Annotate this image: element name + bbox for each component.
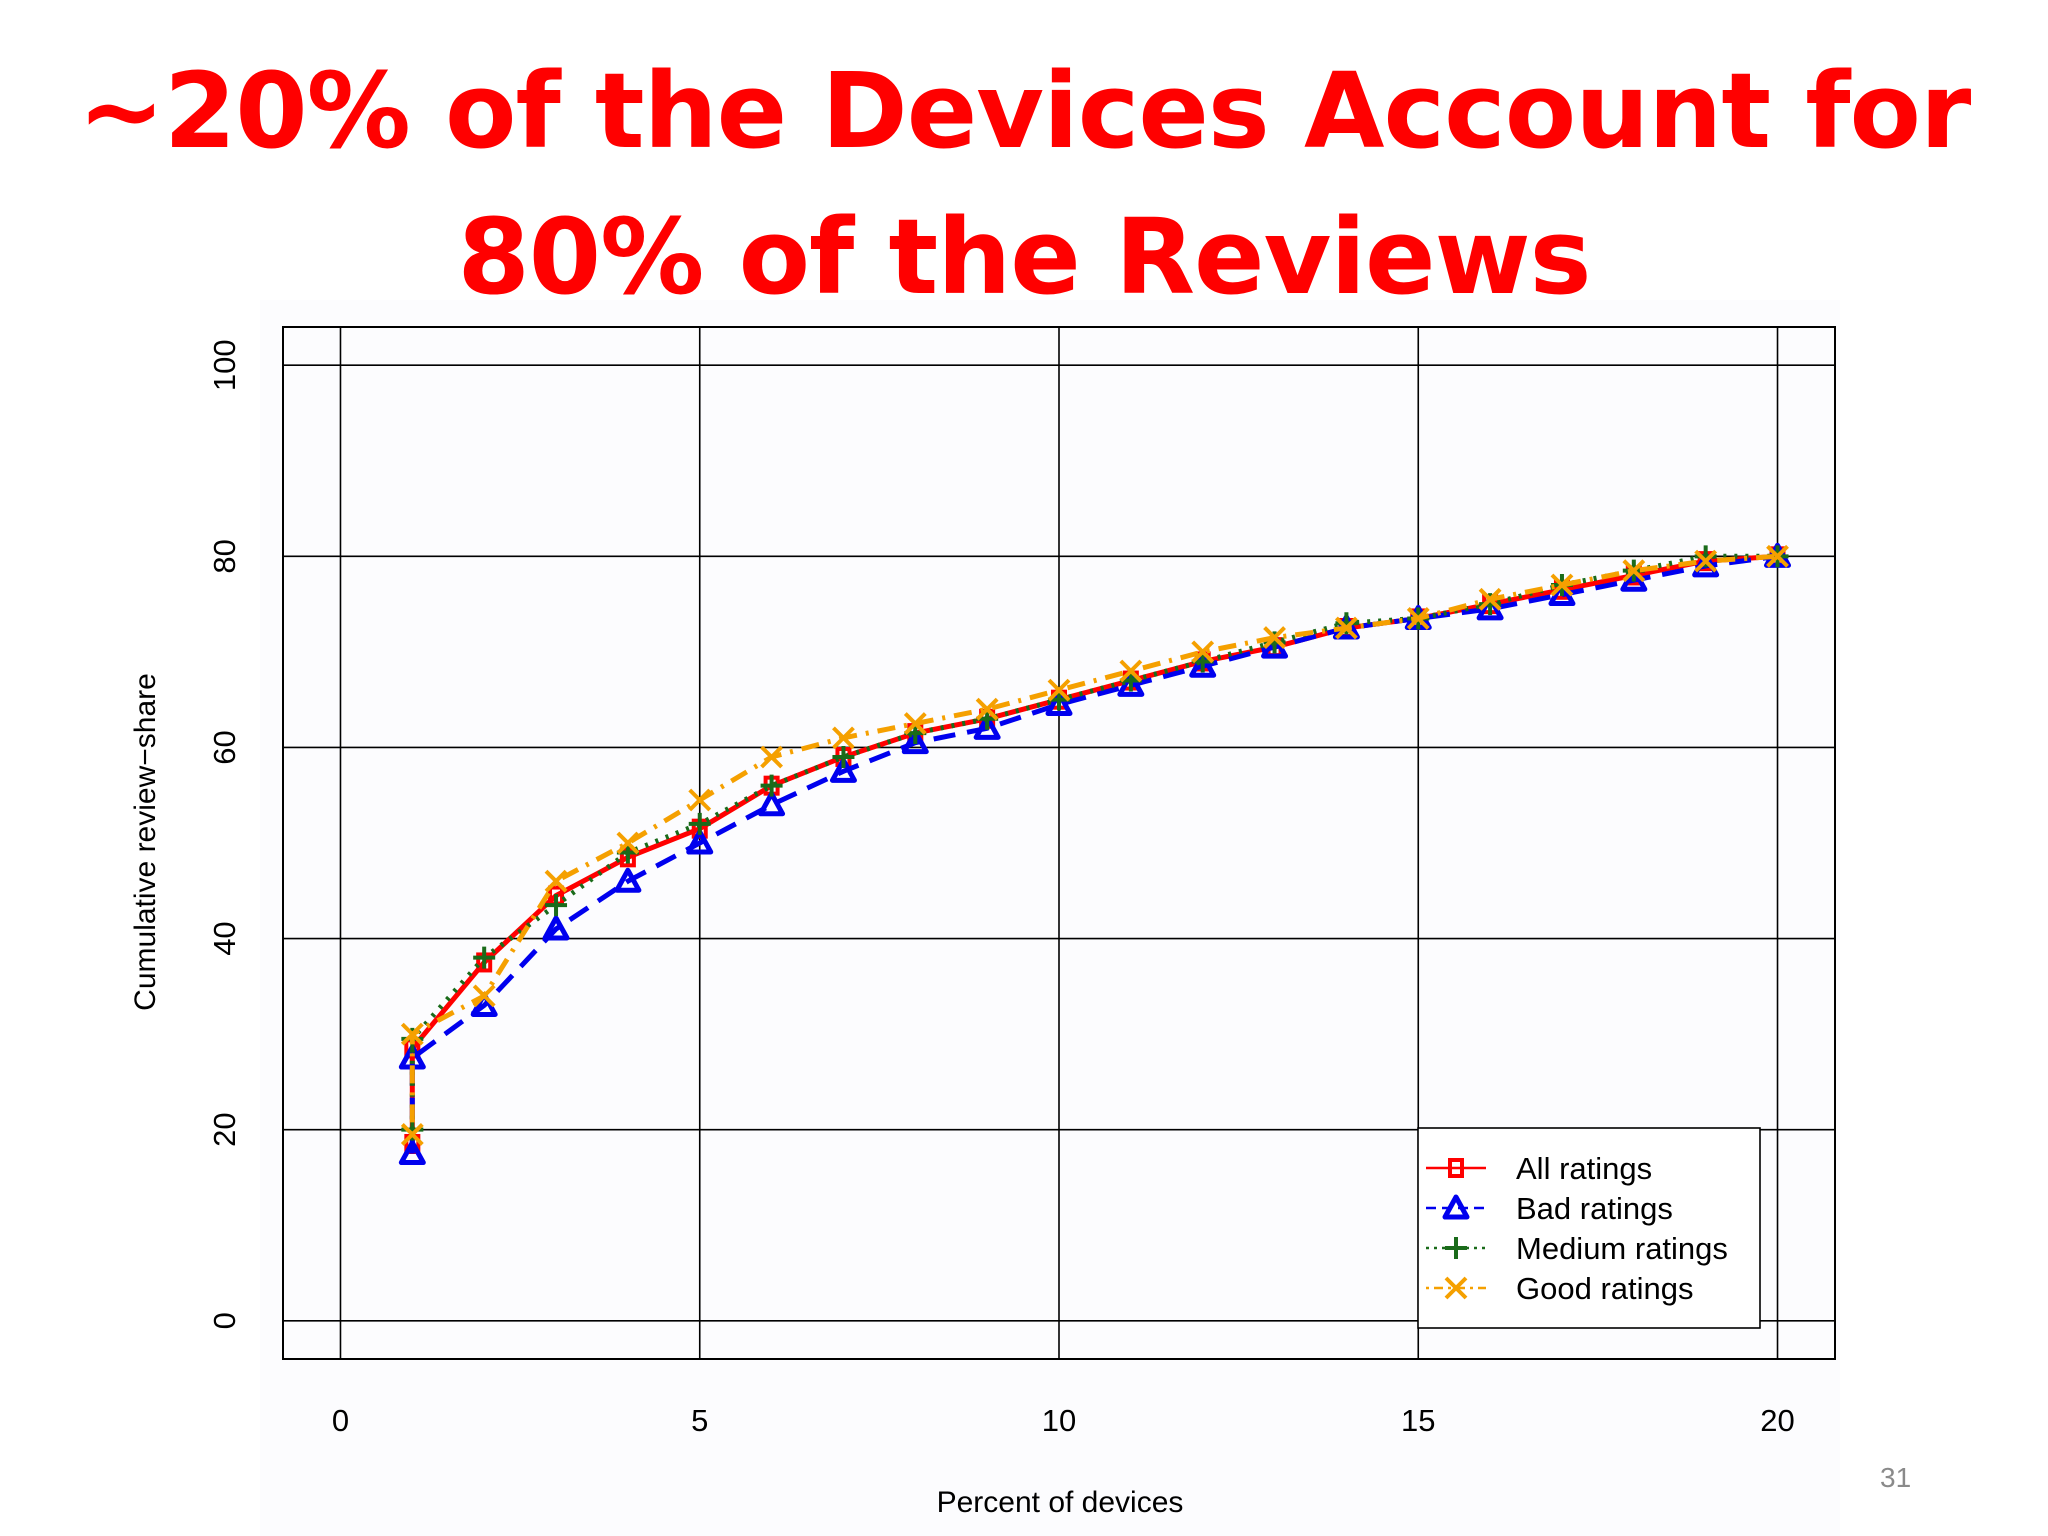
triangle-marker <box>614 867 642 893</box>
cross-marker <box>975 697 999 721</box>
cross-marker <box>400 1022 424 1046</box>
slide-title-line-1: ~20% of the Devices Account for <box>77 50 1972 172</box>
triangle-marker <box>1620 566 1648 592</box>
triangle-marker <box>829 757 857 783</box>
square-marker <box>1448 1158 1464 1178</box>
triangle-marker <box>1476 595 1504 621</box>
triangle-marker <box>542 915 570 941</box>
slide-title: ~20% of the Devices Account for 80% of t… <box>0 38 2048 330</box>
cross-marker <box>1478 587 1502 611</box>
slide-title-line-2: 80% of the Reviews <box>457 196 1591 318</box>
triangle-marker <box>686 829 714 855</box>
cross-marker <box>1622 559 1646 583</box>
cross-marker <box>1334 616 1358 640</box>
cross-marker <box>400 1123 424 1146</box>
legend-label: All ratings <box>1516 1151 1652 1186</box>
series-good-ratings <box>400 544 1789 1146</box>
axes: 0 5 10 15 20 0 20 40 60 80 100 <box>207 326 1836 1438</box>
cross-marker <box>1694 549 1718 573</box>
legend: All ratings Bad ratings Medium ratings Good… <box>1417 1127 1761 1329</box>
cross-marker <box>1766 544 1789 568</box>
y-tick-label: 100 <box>207 339 242 391</box>
triangle-marker <box>901 729 929 755</box>
x-tick-label: 15 <box>1401 1403 1435 1438</box>
plus-marker <box>545 894 568 917</box>
chart-background <box>260 300 1840 1536</box>
cross-marker <box>1406 607 1430 630</box>
legend-label: Good ratings <box>1516 1271 1694 1306</box>
legend-label: Medium ratings <box>1516 1231 1728 1266</box>
triangle-marker <box>1548 581 1576 607</box>
cross-marker <box>1263 626 1286 649</box>
x-tick-label: 0 <box>332 1403 349 1438</box>
legend-box <box>1417 1127 1761 1329</box>
series-line <box>409 553 1778 1154</box>
cross-marker <box>1047 678 1071 702</box>
y-tick-label: 80 <box>207 539 242 573</box>
cross-marker <box>832 726 855 750</box>
cross-marker <box>472 984 496 1008</box>
y-tick-label: 0 <box>207 1312 242 1329</box>
x-tick-label: 5 <box>691 1403 708 1438</box>
plus-marker <box>760 774 783 797</box>
cross-marker <box>616 831 640 855</box>
x-tick-label: 20 <box>1760 1403 1794 1438</box>
triangle-marker <box>758 791 786 817</box>
triangle-marker <box>1442 1194 1470 1220</box>
series-bad-ratings <box>398 542 1792 1166</box>
y-tick-label: 20 <box>207 1112 242 1146</box>
cross-marker <box>1550 573 1574 597</box>
series-line <box>409 553 1778 1135</box>
y-tick-label: 60 <box>207 730 242 764</box>
cross-marker <box>760 745 784 769</box>
plus-marker <box>1445 1237 1467 1259</box>
x-tick-label: 10 <box>1042 1403 1076 1438</box>
plus-marker <box>688 812 711 835</box>
cross-marker <box>1119 659 1143 683</box>
plus-marker <box>832 746 855 768</box>
page-number: 31 <box>1880 1462 1912 1493</box>
triangle-marker <box>470 991 498 1017</box>
plot-frame <box>282 326 1836 1360</box>
x-axis-title: Percent of devices <box>937 1486 1184 1519</box>
series-layer <box>398 542 1792 1166</box>
triangle-marker <box>1045 690 1073 716</box>
triangle-marker <box>398 1140 426 1166</box>
cross-marker <box>1444 1276 1468 1300</box>
cross-marker <box>688 788 712 812</box>
plus-marker <box>473 946 496 969</box>
cross-marker <box>544 869 568 893</box>
y-axis-title: Cumulative review−share <box>129 673 162 1011</box>
y-tick-label: 40 <box>207 921 242 955</box>
triangle-marker <box>973 714 1001 740</box>
legend-label: Bad ratings <box>1516 1191 1673 1226</box>
cross-marker <box>1191 640 1215 664</box>
cross-marker <box>903 712 927 735</box>
triangle-marker <box>1261 633 1289 659</box>
